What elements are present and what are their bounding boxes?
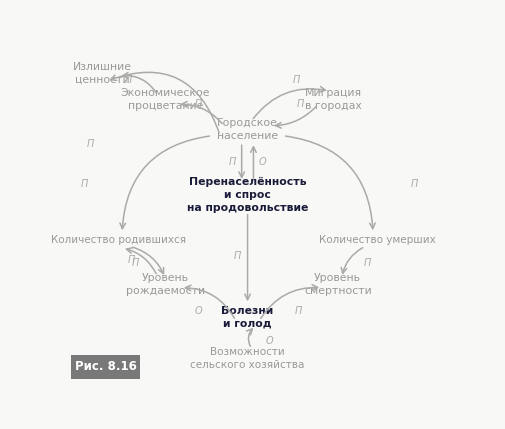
Text: П: П [132, 258, 139, 268]
Text: Экономическое
процветание: Экономическое процветание [120, 88, 210, 111]
Text: П: П [81, 178, 88, 189]
Text: О: О [194, 306, 202, 316]
Text: П: П [87, 139, 94, 149]
Text: П: П [194, 100, 202, 109]
Text: П: П [128, 254, 135, 265]
Text: Миграция
в городах: Миграция в городах [305, 88, 362, 111]
Text: П: П [229, 157, 236, 167]
Text: Возможности
сельского хозяйства: Возможности сельского хозяйства [190, 347, 304, 370]
Text: П: П [410, 178, 417, 189]
Text: Уровень
рождаемости: Уровень рождаемости [125, 273, 205, 296]
Text: П: П [363, 258, 370, 268]
Text: Количество родившихся: Количество родившихся [50, 235, 185, 245]
FancyBboxPatch shape [71, 355, 139, 378]
Text: О: О [258, 157, 266, 167]
Text: Количество умерших: Количество умерших [318, 235, 434, 245]
Text: П: П [234, 251, 241, 261]
Text: Болезни
и голод: Болезни и голод [221, 306, 273, 329]
Text: Излишние
ценности: Излишние ценности [73, 61, 132, 85]
Text: П: П [124, 75, 131, 85]
Text: П: П [294, 306, 301, 316]
Text: Перенаселённость
и спрос
на продовольствие: Перенаселённость и спрос на продовольств… [186, 177, 308, 213]
Text: О: О [265, 336, 272, 346]
Text: Городское
население: Городское население [217, 118, 278, 141]
Text: П: П [292, 75, 299, 85]
Text: Уровень
смертности: Уровень смертности [304, 273, 371, 296]
Text: П: П [296, 100, 304, 109]
Text: Рис. 8.16: Рис. 8.16 [75, 360, 136, 373]
